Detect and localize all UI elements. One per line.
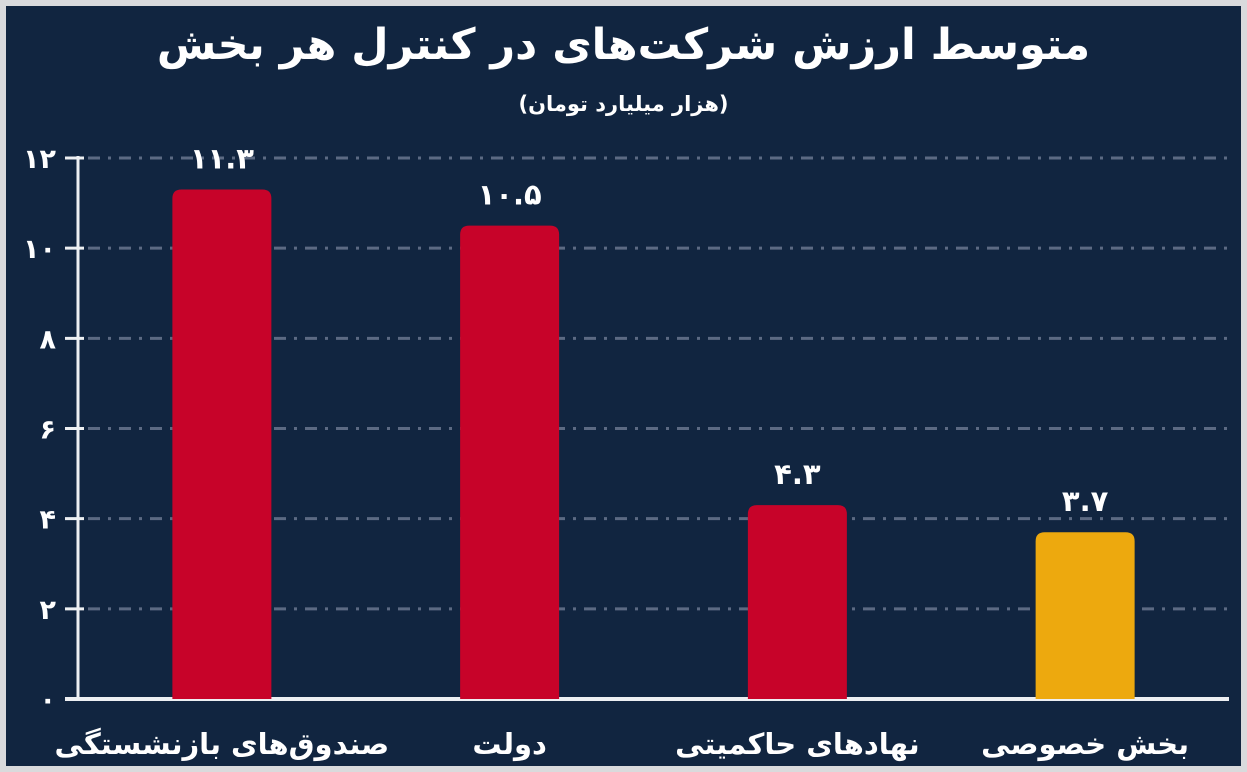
y-tick-label: ۴ (40, 505, 56, 536)
bar-chart: ۰ ۲ ۴ ۶ ۸ ۱۰ ۱۲ ۱۱.۳ صندوق‌های بازنشستگی ۱۰.۵ دولت… (23, 142, 1229, 761)
bar-value-label-government: ۱۰.۵ (478, 178, 542, 212)
bar-sovereign-institutions (747, 505, 847, 699)
x-axis-label-pension-funds: صندوق‌های بازنشستگی (55, 727, 390, 761)
bar-value-label-private-sector: ۳.۷ (1062, 484, 1109, 518)
x-axis-label-sovereign-institutions: نهادهای حاکمیتی (675, 727, 920, 761)
y-tick-label: ۶ (40, 415, 56, 446)
bar-value-label-pension-funds: ۱۱.۳ (190, 142, 254, 176)
x-axis-label-private-sector: بخش خصوصی (981, 727, 1189, 761)
bar-private-sector (1035, 532, 1135, 699)
x-axis-label-government: دولت (472, 727, 547, 761)
y-tick-label: ۲ (40, 595, 57, 626)
y-tick-label: ۸ (40, 324, 57, 355)
bar-pension-funds (172, 189, 272, 699)
y-tick-label: ۱۲ (23, 144, 56, 175)
chart-title: متوسط ارزش شرکت‌های در کنترل هر بخش (156, 20, 1091, 70)
chart-subtitle: (هزار میلیارد تومان) (518, 92, 729, 116)
y-tick-label: ۱۰ (23, 234, 56, 265)
bar-government (460, 225, 560, 699)
y-tick-label: ۰ (40, 685, 56, 716)
bar-value-label-sovereign-institutions: ۴.۳ (774, 457, 821, 491)
